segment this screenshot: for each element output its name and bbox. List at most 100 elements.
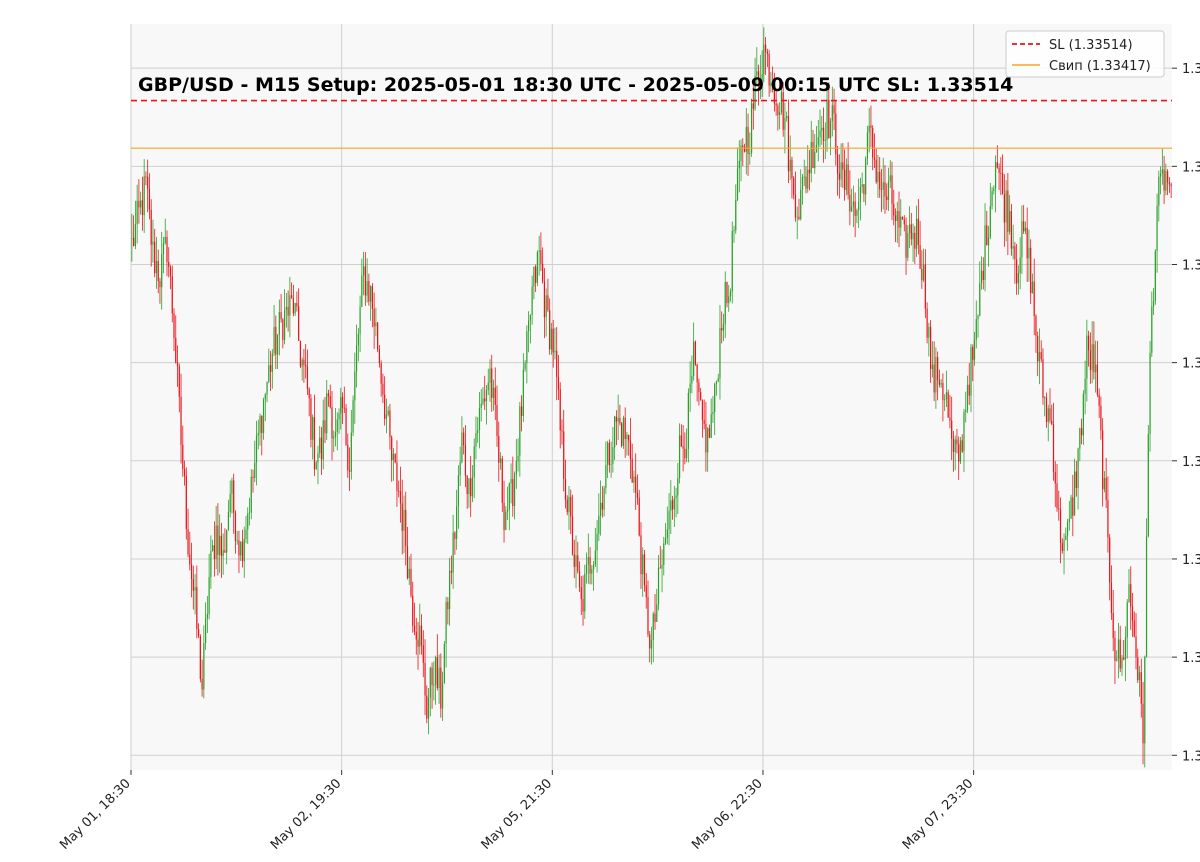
candle-body (810, 141, 812, 174)
candle-body (629, 440, 632, 459)
candle-body (196, 587, 198, 630)
candle-body (898, 211, 900, 228)
candle-body (578, 571, 581, 588)
candle-body (1166, 171, 1169, 183)
candle-body (728, 296, 730, 304)
candle-body (315, 462, 317, 470)
candle-body (575, 555, 577, 567)
candle-body (863, 184, 865, 195)
candle-body (731, 230, 733, 292)
candle-body (138, 200, 140, 208)
candle-body (956, 439, 958, 445)
candle-body (793, 178, 795, 195)
candle-body (199, 636, 201, 680)
candle-body (1058, 508, 1060, 510)
candle-body (1135, 636, 1137, 658)
candle-body (475, 432, 477, 447)
candle-body (687, 392, 689, 449)
candle-body (666, 529, 668, 539)
candle-body (431, 667, 433, 685)
candle-body (233, 480, 235, 513)
candle-body (422, 645, 424, 663)
candle-body (949, 417, 951, 421)
candle-body (877, 171, 879, 183)
candle-body (735, 199, 737, 231)
candle-body (605, 465, 607, 489)
candle-body (922, 264, 925, 281)
candle-body (965, 410, 967, 413)
candle-body (566, 499, 568, 513)
candle-body (814, 151, 816, 169)
candle-body (350, 432, 352, 472)
candle-body (552, 328, 554, 353)
x-tick-label: May 07, 23:30 (900, 776, 977, 853)
candle-body (656, 604, 658, 622)
candle-body (354, 371, 356, 401)
candle-body (742, 145, 744, 148)
candle-body (559, 389, 561, 431)
candle-body (320, 437, 323, 460)
candle-body (147, 176, 149, 189)
candle-body (226, 529, 228, 553)
candle-body (661, 564, 663, 569)
candle-body (549, 310, 551, 350)
candle-body (1056, 483, 1058, 509)
candle-body (148, 188, 151, 210)
candle-body (1119, 639, 1121, 669)
candle-body (355, 345, 358, 372)
x-tick-label: May 06, 22:30 (689, 776, 766, 853)
candle-body (859, 186, 862, 202)
candle-body (389, 410, 391, 438)
candle-body (498, 436, 500, 463)
candle-body (861, 184, 863, 187)
candle-body (506, 509, 509, 512)
legend-sl-label: SL (1.33514) (1049, 38, 1133, 53)
x-tick-label: May 02, 19:30 (268, 776, 345, 853)
candle-body (691, 376, 693, 384)
candle-body (482, 398, 484, 404)
candle-body (287, 306, 289, 316)
candle-body (366, 281, 368, 296)
candle-body (134, 224, 137, 247)
candle-body (851, 206, 853, 212)
candle-body (338, 413, 340, 420)
candle-body (449, 570, 451, 610)
candle-body (805, 176, 807, 189)
candle-body (329, 396, 331, 408)
legend-box (1005, 30, 1165, 78)
candle-body (292, 298, 294, 314)
candle-body (1044, 397, 1046, 399)
candle-body (1080, 428, 1083, 436)
candle-body (1098, 394, 1100, 406)
candle-body (429, 667, 431, 698)
candle-body (1093, 344, 1095, 373)
candle-body (693, 341, 695, 377)
x-tick-label: May 05, 21:30 (479, 776, 556, 853)
candle-body (526, 331, 528, 363)
candle-body (361, 275, 363, 307)
candle-body (761, 74, 763, 79)
candle-body (459, 462, 461, 476)
candle-body (685, 448, 688, 459)
candle-body (317, 453, 319, 463)
candle-body (561, 430, 563, 432)
candle-body (248, 512, 251, 514)
candle-body (777, 105, 779, 116)
candle-body (473, 446, 475, 478)
candle-body (889, 175, 891, 182)
candle-body (264, 394, 266, 400)
candle-body (510, 479, 512, 484)
candle-body (580, 587, 582, 600)
candle-body (399, 491, 402, 504)
candle-body (143, 176, 145, 216)
candle-body (343, 407, 345, 409)
candle-body (817, 137, 819, 146)
candle-body (377, 322, 379, 350)
candle-body (808, 169, 811, 174)
candle-body (1063, 540, 1065, 551)
candle-body (1144, 656, 1146, 744)
candle-body (914, 232, 916, 249)
candle-body (273, 327, 275, 354)
candle-body (891, 175, 893, 204)
